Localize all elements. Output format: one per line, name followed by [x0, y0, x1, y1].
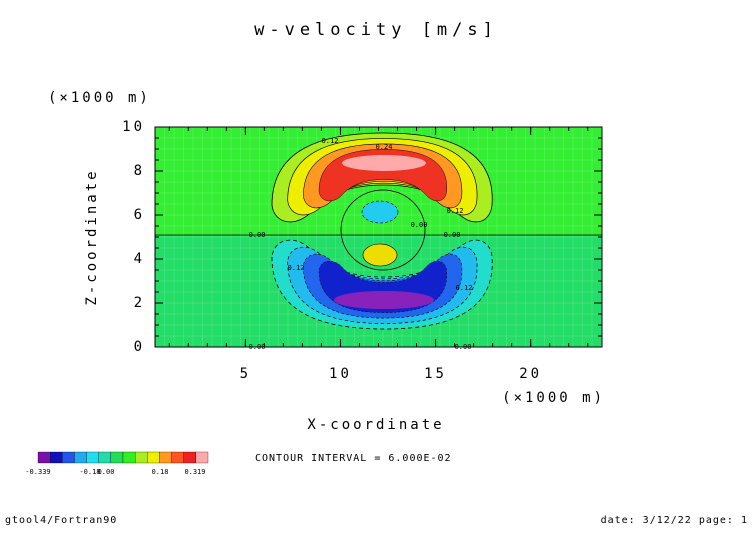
cool-core	[334, 291, 434, 309]
y-tick-label: 10	[122, 119, 145, 135]
colorbar-label: 0.00	[98, 468, 115, 476]
mid-cell	[340, 189, 426, 271]
contour-label: 0.12	[288, 264, 305, 272]
colorbar-cell	[74, 451, 87, 464]
contour-label: 0.00	[411, 221, 428, 229]
colorbar-cell	[171, 451, 184, 464]
colorbar-label: 0.18	[152, 468, 169, 476]
contour-label: 0.24	[376, 143, 393, 151]
mid-warm	[362, 243, 398, 267]
contour-label: 0.00	[249, 231, 266, 239]
contour-label: 0.00	[444, 231, 461, 239]
footer-right: date: 3/12/22 page: 1	[601, 515, 748, 526]
colorbar-cell	[62, 451, 75, 464]
x-tick-label: 20	[519, 366, 542, 382]
x-tick-label: 5	[240, 366, 251, 382]
colorbar-cell	[98, 451, 112, 464]
colorbar-label: 0.319	[184, 468, 205, 476]
mid-cool	[361, 200, 399, 224]
y-axis-label: Z-coordinate	[84, 168, 100, 305]
footer-left: gtool4/Fortran90	[5, 515, 117, 526]
contour-field	[154, 126, 602, 348]
y-tick-label: 8	[134, 163, 145, 179]
contour-label: 0.12	[456, 284, 473, 292]
x-unit: (×1000 m)	[502, 390, 605, 406]
colorbar-cell	[49, 451, 63, 464]
colorbar-cell	[110, 451, 124, 464]
x-axis-label: X-coordinate	[307, 417, 444, 433]
colorbar-cell	[86, 451, 99, 464]
colorbar-cell	[159, 451, 172, 464]
y-unit: (×1000 m)	[48, 90, 151, 106]
y-tick-label: 0	[134, 339, 145, 355]
colorbar-label: -0.339	[25, 468, 50, 476]
contour-interval: CONTOUR INTERVAL = 6.000E-02	[255, 453, 452, 464]
x-tick-label: 10	[329, 366, 352, 382]
colorbar-cell	[147, 451, 160, 464]
y-tick-label: 4	[134, 251, 145, 267]
contour-label: 0.12	[447, 207, 464, 215]
contour-label: 0.12	[322, 137, 339, 145]
colorbar-cell	[183, 451, 197, 464]
colorbar-label: -0.18	[79, 468, 100, 476]
chart-title: w-velocity [m/s]	[254, 20, 498, 40]
x-tick-label: 15	[424, 366, 447, 382]
colorbar-cell	[195, 451, 209, 464]
colorbar-cell	[37, 451, 51, 464]
warm-core	[342, 155, 426, 171]
colorbar-cell	[134, 451, 148, 464]
y-tick-label: 2	[134, 295, 145, 311]
y-tick-label: 6	[134, 207, 145, 223]
colorbar-cell	[122, 451, 136, 464]
